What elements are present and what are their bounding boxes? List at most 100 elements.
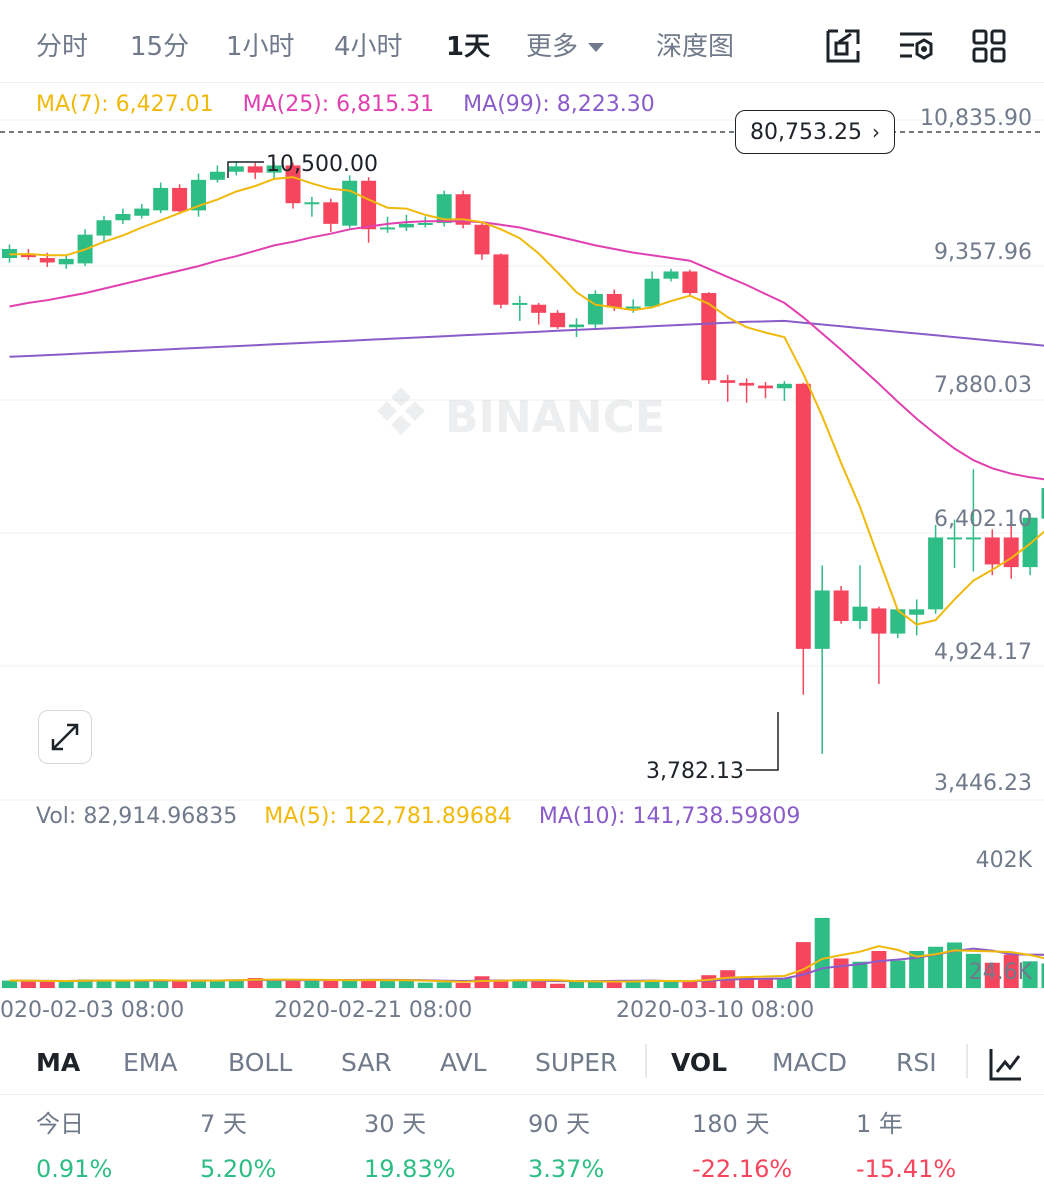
timeframe-tab-bar: 分时 15分 1小时 4小时 1天 更多 深度图	[0, 0, 1044, 83]
performance-label: 今日	[36, 1110, 84, 1138]
performance-7d: 7 天 5.20%	[200, 1104, 276, 1183]
performance-value: -15.41%	[856, 1155, 957, 1183]
candle-body	[96, 220, 112, 236]
candle-body	[398, 223, 414, 228]
date-label: 2020-02-03 08:00	[0, 998, 185, 1023]
volume-bar	[625, 981, 641, 988]
candle-body	[852, 606, 868, 622]
volume-bar	[134, 980, 150, 988]
current-price-value: 80,753.25	[750, 119, 862, 145]
volume-axis-min: 24.6K	[968, 960, 1032, 985]
volume-bar	[852, 961, 868, 988]
fullscreen-button[interactable]	[38, 710, 92, 764]
volume-bar	[96, 979, 112, 988]
volume-bar	[550, 983, 566, 988]
candle-body	[550, 312, 566, 328]
candle-body	[228, 166, 244, 172]
candle-body	[890, 609, 906, 634]
indicator-rsi[interactable]: RSI	[896, 1048, 937, 1077]
volume-bar	[58, 981, 74, 988]
indicator-sar[interactable]: SAR	[341, 1048, 392, 1077]
volume-bar	[890, 960, 906, 988]
ma99-line	[9, 319, 1044, 358]
volume-bar	[172, 980, 188, 988]
volume-bars	[2, 917, 1044, 988]
volume-bar	[304, 980, 320, 988]
high-price-label: 10,500.00	[266, 152, 378, 177]
indicator-super[interactable]: SUPER	[535, 1048, 618, 1077]
volume-bar	[115, 980, 131, 988]
volume-bar	[776, 978, 792, 988]
layout-grid-icon[interactable]	[971, 28, 1007, 64]
volume-bar	[1022, 961, 1038, 988]
tab-time-sharing[interactable]: 分时	[36, 32, 89, 62]
candle-body	[1041, 488, 1044, 519]
binance-watermark: BINANCE	[377, 387, 665, 443]
candle-body	[1003, 537, 1019, 568]
volume-bar	[1003, 954, 1019, 988]
indicator-macd[interactable]: MACD	[772, 1048, 847, 1077]
volume-bar	[984, 962, 1000, 988]
chevron-right-icon: ›	[871, 120, 880, 144]
volume-axis-max: 402K	[975, 848, 1032, 873]
candle-body	[776, 383, 792, 389]
indicator-avl[interactable]: AVL	[440, 1048, 487, 1077]
volume-bar	[417, 982, 433, 988]
volume-bar	[871, 951, 887, 988]
tab-1d[interactable]: 1天	[446, 32, 491, 62]
volume-bar	[644, 980, 660, 988]
ma25-legend: MA(25): 6,815.31	[242, 92, 435, 117]
tab-4h[interactable]: 4小时	[334, 32, 403, 62]
indicator-chart-icon[interactable]	[988, 1046, 1024, 1082]
performance-value: -22.16%	[692, 1155, 793, 1183]
volume-bar	[965, 953, 981, 988]
volume-bar	[361, 979, 377, 988]
performance-90d: 90 天 3.37%	[528, 1104, 604, 1183]
performance-value: 3.37%	[528, 1155, 605, 1183]
high-marker: 10,500.00	[227, 152, 378, 178]
volume-bar	[739, 977, 755, 988]
candle-body	[928, 537, 944, 610]
candlestick-chart[interactable]: BINANCE 10,500.00 3,782.13	[0, 0, 1044, 1000]
candle-body	[569, 324, 584, 328]
indicator-divider	[645, 1044, 647, 1078]
candle-body	[871, 608, 887, 634]
volume-bar	[380, 980, 395, 988]
volume-bar	[833, 958, 849, 988]
indicator-ema[interactable]: EMA	[123, 1048, 178, 1077]
volume-bar	[814, 917, 830, 988]
tab-depth-chart[interactable]: 深度图	[656, 32, 735, 62]
indicator-vol[interactable]: VOL	[671, 1048, 728, 1077]
performance-label: 90 天	[528, 1110, 591, 1138]
candle-body	[512, 302, 528, 305]
volume-bar	[20, 980, 36, 988]
volume-bar	[436, 982, 452, 988]
tab-more[interactable]: 更多	[526, 26, 605, 63]
price-axis-label: 10,835.90	[920, 106, 1032, 131]
volume-bar	[266, 980, 282, 988]
volume-bar	[455, 983, 471, 988]
volume-bar	[947, 942, 962, 988]
candle-body	[739, 382, 755, 386]
volume-bar	[209, 979, 225, 988]
indicator-settings-icon[interactable]	[898, 28, 934, 64]
volume-legend: Vol: 82,914.96835 MA(5): 122,781.89684 M…	[36, 804, 820, 829]
indicator-ma[interactable]: MA	[36, 1048, 81, 1077]
current-price-button[interactable]: 80,753.25 ›	[735, 110, 895, 154]
volume-bar	[77, 979, 93, 988]
tab-15m[interactable]: 15分	[130, 32, 190, 62]
tab-1h[interactable]: 1小时	[226, 32, 295, 62]
low-price-label: 3,782.13	[646, 759, 744, 784]
price-axis-label: 7,880.03	[934, 373, 1032, 398]
chart-settings-icon[interactable]	[825, 28, 861, 64]
volume-bar	[682, 981, 698, 988]
price-axis-label: 3,446.23	[934, 771, 1032, 796]
volume-bar	[531, 981, 547, 988]
date-label: 2020-02-21 08:00	[274, 998, 473, 1023]
ma-legend: MA(7): 6,427.01 MA(25): 6,815.31 MA(99):…	[36, 92, 677, 117]
candle-body	[833, 590, 849, 622]
volume-ma5-legend: MA(5): 122,781.89684	[264, 804, 512, 829]
indicator-boll[interactable]: BOLL	[228, 1048, 293, 1077]
date-label: 2020-03-10 08:00	[616, 998, 815, 1023]
moving-average-lines	[9, 176, 1044, 626]
